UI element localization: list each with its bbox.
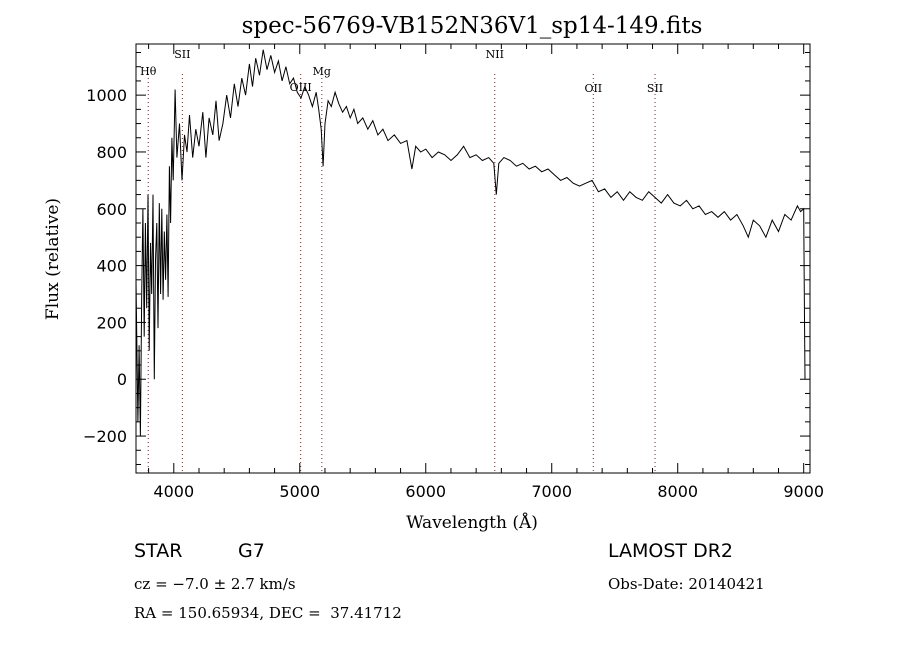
line-label-2: OIII xyxy=(290,81,312,94)
x-tick-label-3: 7000 xyxy=(531,482,572,501)
y-tick-label-4: 600 xyxy=(96,200,127,219)
y-tick-label-5: 800 xyxy=(96,143,127,162)
line-label-1: SII xyxy=(174,48,190,61)
line-label-4: NII xyxy=(486,48,504,61)
line-label-3: Mg xyxy=(313,65,331,78)
object-class: STAR xyxy=(134,540,183,562)
x-tick-label-5: 9000 xyxy=(783,482,824,501)
x-tick-label-2: 6000 xyxy=(405,482,446,501)
y-axis-label: Flux (relative) xyxy=(43,198,63,320)
coordinates: RA = 150.65934, DEC = 37.41712 xyxy=(134,604,402,622)
survey-name: LAMOST DR2 xyxy=(608,540,733,562)
plot-frame xyxy=(135,43,811,474)
redshift-velocity: cz = −7.0 ± 2.7 km/s xyxy=(134,575,296,593)
observation-date: Obs-Date: 20140421 xyxy=(608,575,765,593)
y-tick-label-0: −200 xyxy=(83,427,127,446)
line-label-0: Hθ xyxy=(140,65,157,78)
x-tick-label-1: 5000 xyxy=(279,482,320,501)
x-tick-label-4: 8000 xyxy=(657,482,698,501)
object-subclass: G7 xyxy=(238,540,265,562)
x-axis-label: Wavelength (Å) xyxy=(406,512,538,533)
y-tick-label-2: 200 xyxy=(96,313,127,332)
x-tick-label-0: 4000 xyxy=(153,482,194,501)
spectrum-series-line xyxy=(135,49,806,437)
chart-title: spec-56769-VB152N36V1_sp14-149.fits xyxy=(242,13,703,39)
y-tick-label-6: 1000 xyxy=(86,86,127,105)
x-axis: 4000 5000 6000 7000 8000 9000 xyxy=(148,44,824,501)
line-label-6: SII xyxy=(647,82,663,95)
y-axis: −200 0 200 400 600 800 1000 xyxy=(83,52,810,465)
line-label-5: OII xyxy=(584,82,602,95)
y-tick-label-1: 0 xyxy=(117,370,127,389)
y-tick-label-3: 400 xyxy=(96,257,127,276)
